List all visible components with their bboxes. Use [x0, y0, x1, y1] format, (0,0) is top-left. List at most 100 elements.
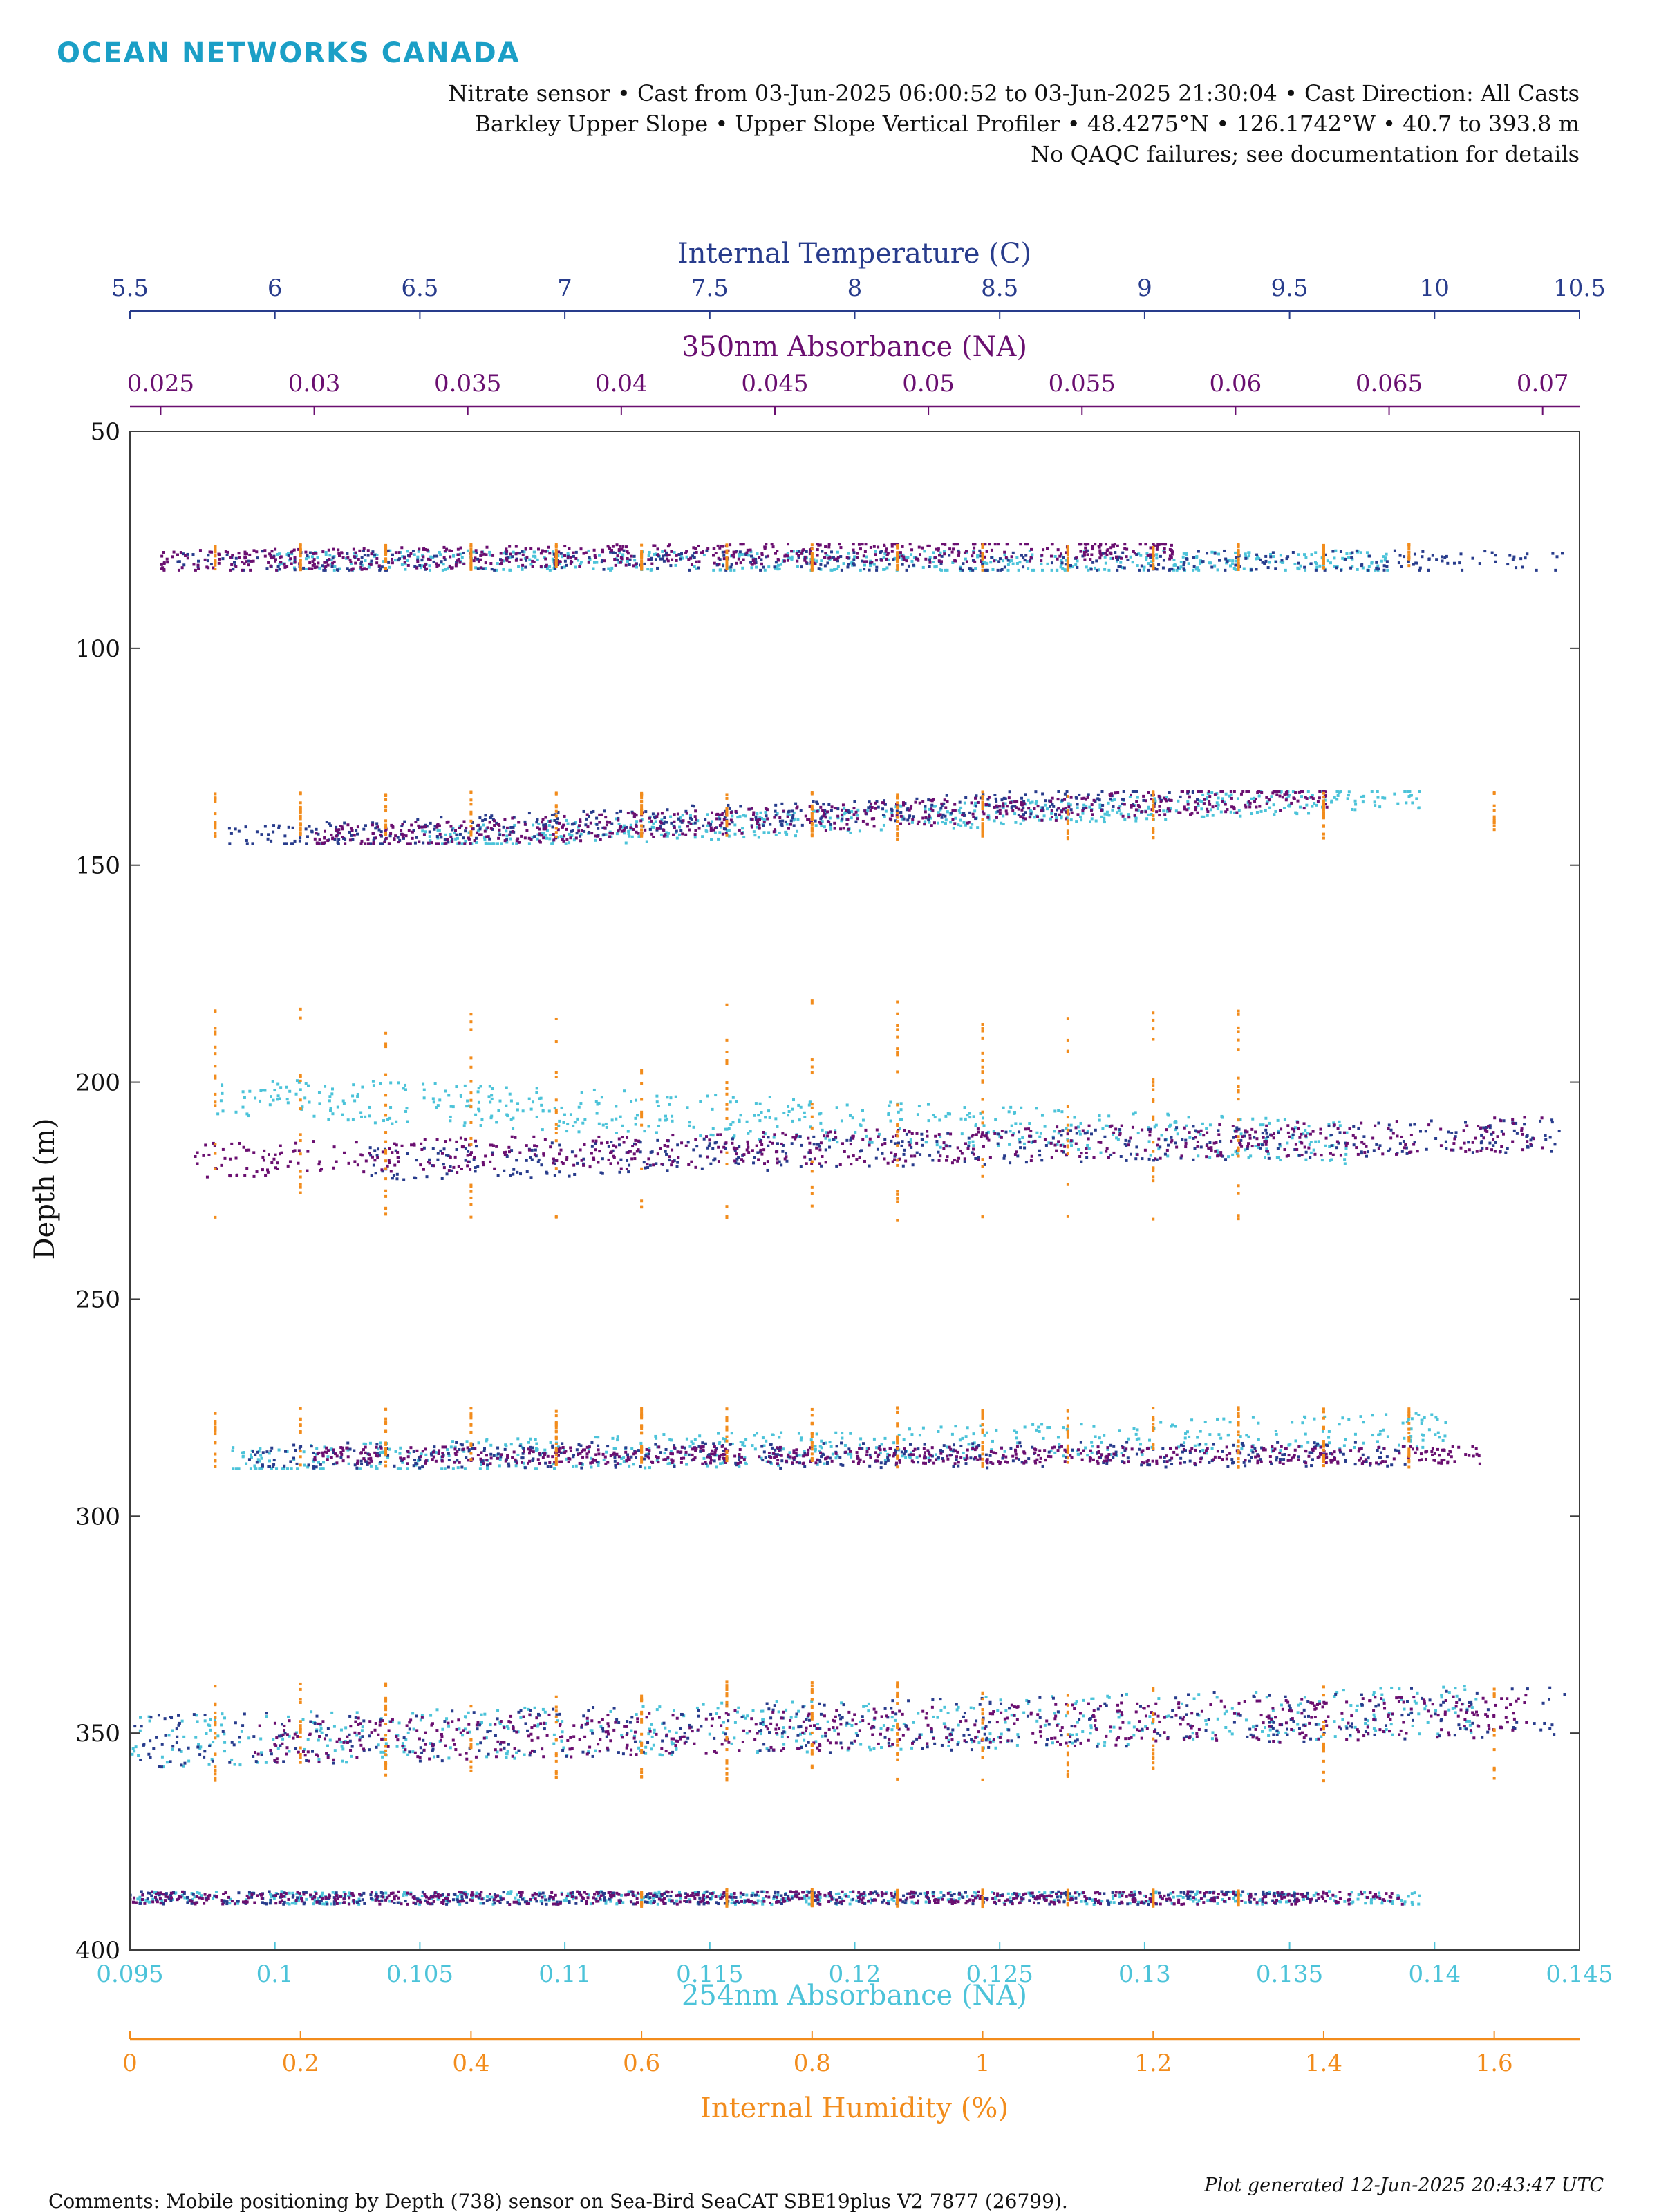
temperature-point: [643, 562, 646, 565]
absorbance350-point: [986, 803, 989, 806]
absorbance350-point: [496, 823, 500, 826]
temperature-point: [387, 561, 391, 564]
absorbance350-point: [1262, 1136, 1265, 1139]
temperature-point: [1454, 1131, 1458, 1134]
temperature-point: [1539, 1119, 1542, 1123]
absorbance254-point: [1042, 814, 1046, 818]
absorbance254-point: [535, 1087, 538, 1090]
absorbance350-point: [800, 552, 804, 555]
temperature-point: [1480, 1134, 1483, 1137]
absorbance350-point: [1302, 807, 1306, 810]
temperature-point: [986, 798, 990, 801]
temperature-point: [607, 1145, 610, 1148]
temperature-point: [774, 803, 778, 807]
absorbance350-point: [544, 550, 547, 553]
absorbance350-point: [1163, 547, 1166, 550]
absorbance350-point: [1099, 1141, 1103, 1144]
absorbance350-point: [525, 829, 529, 832]
temperature-point: [398, 838, 402, 842]
absorbance254-point: [1165, 796, 1169, 799]
absorbance350-point: [466, 1164, 469, 1168]
absorbance254-point: [898, 554, 901, 557]
temperature-point: [935, 1140, 939, 1143]
absorbance254-point: [397, 1081, 400, 1085]
humidity-point: [810, 791, 814, 794]
absorbance350-point: [583, 1143, 586, 1146]
absorbance350-point: [1109, 794, 1112, 798]
temperature-point: [739, 805, 742, 808]
temperature-point: [721, 550, 724, 554]
absorbance350-point: [315, 841, 319, 845]
temperature-point: [709, 823, 712, 827]
absorbance254-point: [428, 564, 431, 568]
absorbance350-point: [400, 829, 403, 832]
temperature-point: [679, 829, 683, 832]
absorbance254-point: [304, 1082, 308, 1085]
absorbance350-point: [618, 827, 621, 831]
absorbance254-point: [686, 1106, 689, 1109]
absorbance350-point: [460, 824, 463, 827]
absorbance254-point: [658, 1118, 662, 1122]
absorbance254-point: [359, 568, 362, 571]
temperature-point: [1413, 552, 1416, 556]
absorbance254-point: [332, 568, 336, 572]
absorbance254-point: [1098, 806, 1102, 809]
absorbance350-point: [493, 819, 496, 823]
absorbance350-point: [456, 547, 460, 551]
absorbance350-point: [1266, 1150, 1269, 1153]
absorbance254-point: [749, 550, 753, 554]
temperature-point: [1237, 1127, 1241, 1131]
absorbance254-point: [897, 1110, 900, 1114]
absorbance254-point: [1147, 562, 1150, 565]
absorbance254-point: [1386, 568, 1389, 572]
temperature-point: [644, 1166, 647, 1170]
absorbance350-point: [1058, 813, 1061, 816]
absorbance350-point: [990, 548, 993, 552]
temperature-point: [836, 559, 840, 563]
absorbance254-point: [1346, 797, 1349, 800]
absorbance350-point: [598, 813, 601, 816]
temperature-point: [293, 558, 297, 561]
absorbance254-point: [478, 825, 482, 829]
temperature-point: [1168, 568, 1172, 571]
absorbance350-point: [326, 563, 330, 567]
absorbance254-point: [1306, 790, 1310, 794]
absorbance350-point: [274, 559, 277, 563]
absorbance254-point: [1185, 1124, 1188, 1127]
absorbance350-point: [771, 1141, 774, 1145]
absorbance350-point: [1316, 800, 1320, 803]
absorbance350-point: [750, 563, 753, 566]
absorbance254-point: [869, 559, 872, 563]
humidity-point: [1237, 563, 1240, 567]
absorbance254-point: [1269, 552, 1273, 556]
absorbance254-point: [711, 820, 714, 823]
absorbance350-point: [1184, 1145, 1188, 1149]
absorbance254-point: [1311, 794, 1314, 797]
absorbance350-point: [943, 552, 946, 556]
absorbance350-point: [1283, 793, 1286, 796]
absorbance254-point: [568, 841, 571, 845]
absorbance350-point: [364, 842, 367, 845]
absorbance350-point: [930, 824, 933, 827]
temperature-point: [1304, 1150, 1308, 1154]
absorbance254-point: [681, 814, 684, 817]
absorbance254-point: [243, 1096, 246, 1099]
temperature-point: [1126, 558, 1130, 561]
absorbance350-point: [916, 823, 919, 826]
temperature-point: [695, 1145, 699, 1148]
temperature-point: [787, 810, 790, 814]
absorbance254-point: [303, 1096, 307, 1100]
temperature-point: [1335, 1146, 1339, 1150]
temperature-point: [847, 563, 850, 566]
temperature-point: [983, 1163, 986, 1166]
absorbance350-point: [814, 562, 817, 565]
absorbance350-point: [474, 1139, 478, 1143]
absorbance350-point: [868, 1143, 871, 1147]
absorbance254-point: [541, 833, 545, 836]
humidity-point: [725, 834, 729, 837]
absorbance350-point: [1149, 546, 1152, 550]
absorbance350-point: [422, 833, 426, 836]
absorbance254-point: [1073, 1116, 1076, 1119]
temperature-point: [1550, 1118, 1554, 1122]
absorbance350-point: [1091, 547, 1094, 551]
